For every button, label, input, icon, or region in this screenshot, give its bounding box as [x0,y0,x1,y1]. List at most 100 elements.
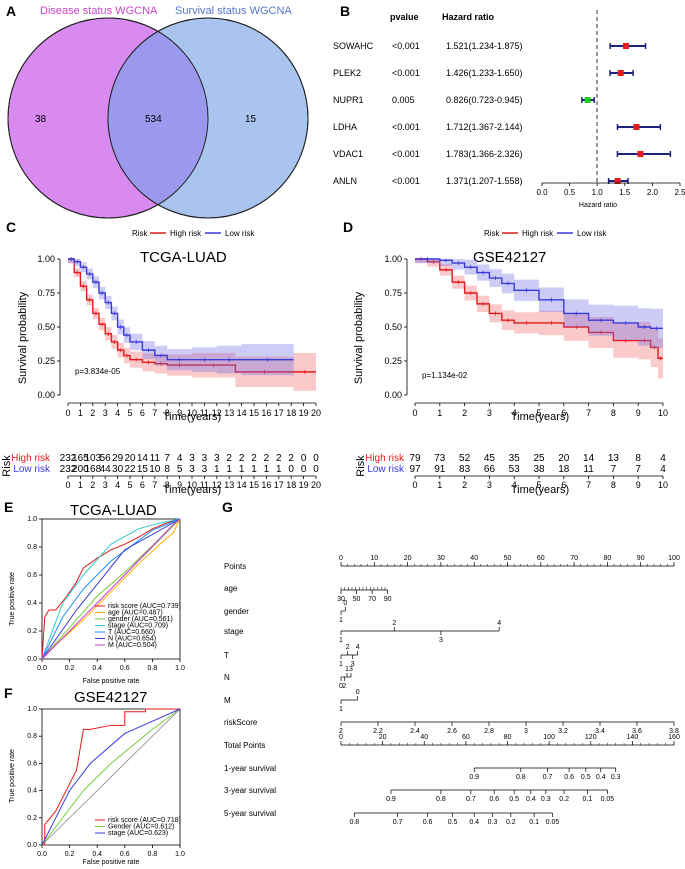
forest-tick-label: 0.0 [536,188,548,197]
nomogram-row-label: 3-year survival [224,786,276,795]
risk-table-tick-label: 2 [462,480,467,490]
nomogram-s1-label: 0.3 [611,774,621,781]
forest-gene-label: ANLN [333,176,357,186]
nomogram-s5-label: 0.4 [469,819,479,826]
risk-table-tick-label: 17 [274,480,284,490]
km-censor-mark [481,301,486,306]
roc-y-tick-label: 0.8 [27,733,37,740]
km-censor-mark [93,280,98,285]
nomogram-s1-label: 0.8 [516,774,526,781]
forest-pvalue: <0.001 [392,68,420,78]
km-censor-mark [549,320,554,325]
forest-gene-label: NUPR1 [333,95,364,105]
forest-hr-text: 1.426(1.233-1.650) [446,68,523,78]
km-x-tick-label: 9 [177,408,182,418]
nomogram-points-label: 90 [637,555,645,562]
panel-e-label: E [4,499,13,515]
nomogram-s5-label: 0.7 [393,819,403,826]
panel-a-label: A [6,3,16,19]
roc-x-tick-label: 0.8 [148,851,158,858]
roc-diagonal [41,708,181,846]
risk-table-tick-label: 7 [152,480,157,490]
nomogram-risk-label: 3.2 [558,728,568,735]
roc-e-y-label: True positive rate [9,572,16,626]
km-censor-mark [124,353,129,358]
roc-curve [41,518,181,660]
nomogram-row-label: gender [224,607,249,616]
roc-y-tick-label: 0.8 [27,544,37,551]
risk-table-high-count: 56 [100,453,112,464]
km-c-title: TCGA-LUAD [140,249,227,266]
nomogram-row-label: 5-year survival [224,809,276,818]
nomogram-row-label: age [224,584,238,593]
km-censor-mark [100,322,105,327]
nomogram-row-label: M [224,696,231,705]
risk-table-low-count: 0 [301,464,307,475]
nomogram-stage-label: 3 [439,637,443,644]
roc-legend-label: risk score (AUC=0.739) [108,603,181,610]
roc-x-tick-label: 0.0 [37,851,47,858]
roc-f-y-label: True positive rate [9,749,16,803]
nomogram-total-label: 140 [627,734,639,741]
risk-table-high-count: 20 [558,453,570,464]
nomogram-total-label: 80 [504,734,512,741]
risk-table-tick-label: 14 [237,480,247,490]
risk-table-low-count: 1 [226,464,232,475]
nomogram-s5-label: 0.6 [423,819,433,826]
km-d-row-low-label: Low risk [367,464,405,475]
km-x-tick-label: 16 [261,408,271,418]
risk-table-low-count: 232 [60,464,77,475]
km-x-tick-label: 15 [249,408,259,418]
nomogram-row-label: stage [224,627,244,636]
km-c-row-high-label: High risk [11,453,51,464]
nomogram-row-label: 1-year survival [224,764,276,773]
risk-table-high-count: 4 [177,453,183,464]
roc-curve [41,518,181,660]
forest-col-hr: Hazard ratio [442,12,495,22]
km-censor-mark [574,325,579,329]
roc-f-x-label: False positive rate [83,859,140,866]
km-confidence-band [68,259,294,379]
panel-c: C Risk High risk Low risk TCGA-LUAD Surv… [1,219,321,496]
km-censor-mark [456,261,461,266]
risk-table-low-count: 5 [177,464,183,475]
nomogram-total-label: 60 [462,734,470,741]
roc-y-tick-label: 0.0 [27,842,37,849]
risk-table-low-count: 1 [214,464,220,475]
nomogram-s3-label: 0.8 [436,796,446,803]
km-censor-mark [177,363,182,368]
nomogram-points-label: 50 [504,555,512,562]
forest-hr-text: 1.783(1.366-2.326) [446,149,523,159]
nomogram-T-label: 1 [339,661,343,668]
forest-gene-label: SOWAHC [333,41,374,51]
km-censor-mark [574,311,579,316]
km-censor-mark [146,348,151,353]
roc-x-tick-label: 0.4 [92,851,102,858]
km-x-tick-label: 17 [274,408,284,418]
forest-gene-label: LDHA [333,122,357,132]
forest-hr-text: 1.371(1.207-1.558) [446,176,523,186]
nomogram-s1-label: 0.7 [543,774,553,781]
venn-right-count: 15 [245,114,257,125]
nomogram-points-label: 0 [339,555,343,562]
km-censor-mark [642,338,647,343]
km-censor-mark [118,348,123,353]
nomogram-points-label: 10 [370,555,378,562]
forest-gene-label: PLEK2 [333,68,361,78]
km-d-legend-low: Low risk [577,229,607,238]
risk-table-tick-label: 1 [437,480,442,490]
km-y-tick-label: 0.50 [384,322,402,332]
km-d-x-label: Time(years) [511,411,569,423]
km-c-row-low-label: Low risk [13,464,51,475]
km-censor-mark [93,311,98,316]
nomogram-T-label: 4 [356,644,360,651]
risk-table-high-count: 52 [459,453,471,464]
risk-table-low-count: 4 [660,464,666,475]
risk-table-low-count: 44 [100,464,112,475]
forest-x-label: Hazard ratio [579,202,617,209]
panel-a: A Disease status WGCNA Survival status W… [6,3,309,219]
nomogram-s3-label: 0.6 [489,796,499,803]
risk-table-high-count: 11 [150,453,161,464]
km-censor-mark [524,320,529,325]
km-censor-mark [623,338,628,343]
